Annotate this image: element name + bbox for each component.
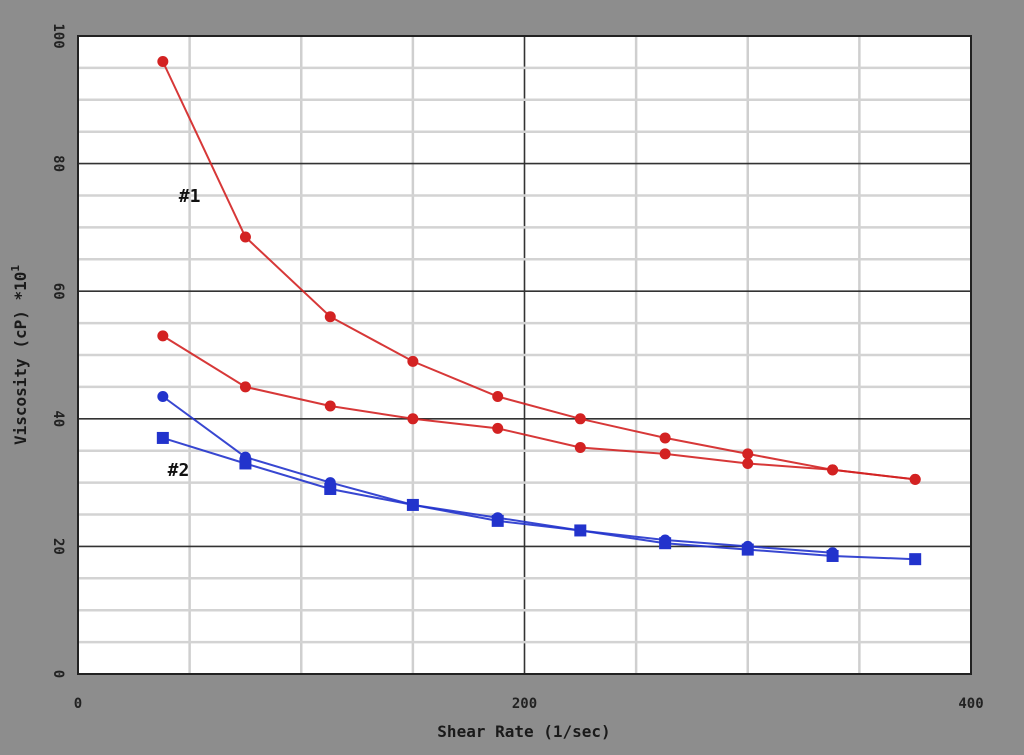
data-point bbox=[491, 514, 504, 527]
data-point bbox=[407, 413, 419, 425]
data-point bbox=[156, 431, 169, 444]
data-point bbox=[659, 432, 671, 444]
series-4 bbox=[156, 431, 922, 566]
data-point bbox=[239, 381, 251, 393]
data-point bbox=[239, 457, 252, 470]
x-tick-label: 200 bbox=[512, 696, 537, 712]
y-tick-label: 80 bbox=[50, 155, 66, 172]
data-point bbox=[492, 422, 504, 434]
data-point bbox=[742, 448, 754, 460]
annotation-layer: #1 #2 bbox=[168, 186, 201, 481]
data-point bbox=[826, 549, 839, 562]
data-point bbox=[239, 231, 251, 243]
series-layer bbox=[156, 56, 922, 566]
data-point bbox=[909, 473, 921, 485]
data-point bbox=[574, 524, 587, 537]
data-point bbox=[742, 457, 754, 469]
y-tick-label: 40 bbox=[50, 410, 66, 427]
data-point bbox=[909, 553, 922, 566]
data-point bbox=[406, 498, 419, 511]
data-point bbox=[574, 442, 586, 454]
y-tick-label: 20 bbox=[50, 538, 66, 555]
data-point bbox=[659, 448, 671, 460]
y-axis-label: Viscosity (cP) *101 bbox=[9, 265, 30, 445]
y-tick-label: 60 bbox=[50, 283, 66, 300]
data-point bbox=[574, 413, 586, 425]
curve-label-2: #2 bbox=[168, 460, 190, 481]
x-tick-label: 400 bbox=[958, 696, 983, 712]
data-point bbox=[741, 543, 754, 556]
x-tick-label: 0 bbox=[74, 696, 82, 712]
series-4-line bbox=[162, 436, 916, 561]
data-point bbox=[324, 482, 337, 495]
y-tick-label: 100 bbox=[50, 23, 66, 48]
x-axis-label: Shear Rate (1/sec) bbox=[437, 722, 610, 741]
data-point bbox=[324, 311, 336, 323]
plot-frame bbox=[77, 35, 972, 675]
grid bbox=[77, 35, 972, 675]
data-point bbox=[492, 390, 504, 402]
data-point bbox=[157, 330, 169, 342]
data-point bbox=[157, 56, 169, 68]
data-point bbox=[659, 537, 672, 550]
y-tick-label: 0 bbox=[50, 670, 66, 678]
series-2-line bbox=[162, 335, 916, 481]
data-point bbox=[407, 355, 419, 367]
y-axis-label-main: Viscosity (cP) *10 bbox=[11, 272, 30, 445]
series-1-line bbox=[161, 61, 916, 481]
data-point bbox=[157, 390, 169, 402]
data-point bbox=[827, 464, 839, 476]
tick-layer: 0 200 400 0 20 40 60 80 100 bbox=[50, 23, 984, 712]
data-point bbox=[324, 400, 336, 412]
series-2 bbox=[157, 330, 921, 485]
y-axis-label-superscript: 1 bbox=[9, 265, 22, 272]
curve-label-1: #1 bbox=[179, 186, 201, 207]
